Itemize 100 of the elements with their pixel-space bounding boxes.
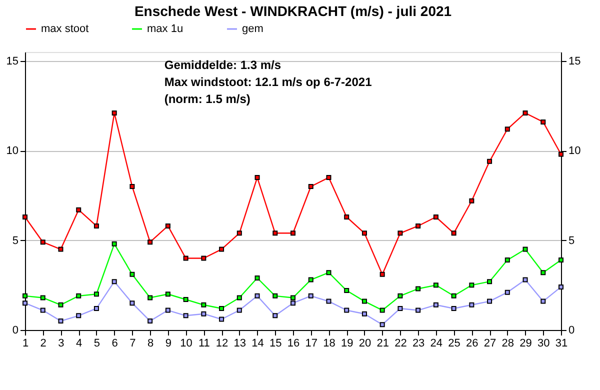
point bbox=[183, 297, 188, 302]
point bbox=[451, 230, 456, 236]
point bbox=[40, 240, 46, 245]
annotation: (norm: 1.5 m/s) bbox=[164, 92, 250, 106]
y2-tick-label: 0 bbox=[568, 324, 575, 336]
y2-tick-label: 15 bbox=[568, 55, 581, 68]
x-tick-label: 14 bbox=[252, 338, 264, 350]
point bbox=[487, 279, 492, 284]
point bbox=[344, 214, 350, 220]
point bbox=[112, 279, 117, 284]
point bbox=[433, 282, 438, 288]
point bbox=[326, 175, 332, 180]
x-tick-label: 26 bbox=[466, 338, 478, 350]
point bbox=[58, 318, 64, 324]
point bbox=[522, 110, 528, 116]
point bbox=[219, 316, 224, 322]
point bbox=[130, 184, 135, 190]
point bbox=[94, 306, 99, 311]
y-tick-label: 5 bbox=[12, 234, 18, 247]
y2-tick-label: 10 bbox=[568, 145, 581, 158]
point bbox=[236, 230, 242, 236]
point bbox=[148, 318, 153, 324]
x-tick-label: 29 bbox=[520, 338, 532, 350]
point bbox=[254, 175, 260, 180]
point bbox=[362, 298, 367, 304]
point bbox=[558, 258, 564, 263]
point bbox=[94, 292, 99, 297]
point bbox=[94, 223, 99, 228]
point bbox=[308, 293, 314, 298]
point bbox=[433, 302, 438, 308]
point bbox=[76, 293, 82, 298]
point bbox=[112, 110, 117, 116]
point bbox=[290, 295, 296, 300]
point bbox=[254, 275, 260, 280]
point bbox=[165, 308, 170, 313]
point bbox=[469, 302, 474, 308]
point bbox=[398, 306, 403, 311]
legend-label: max 1u bbox=[147, 23, 184, 35]
point bbox=[130, 300, 135, 306]
point bbox=[416, 223, 421, 228]
point bbox=[22, 300, 28, 306]
legend-label: gem bbox=[242, 23, 264, 35]
point bbox=[308, 184, 314, 190]
point bbox=[112, 241, 117, 246]
x-tick-label: 18 bbox=[323, 338, 336, 350]
x-tick-label: 22 bbox=[394, 338, 407, 350]
point bbox=[469, 282, 474, 288]
point bbox=[362, 230, 367, 236]
point bbox=[219, 306, 224, 311]
point bbox=[504, 290, 510, 295]
point bbox=[540, 270, 546, 276]
x-tick-label: 12 bbox=[216, 338, 228, 350]
point bbox=[504, 126, 510, 132]
point bbox=[130, 272, 135, 277]
point bbox=[344, 308, 350, 313]
point bbox=[236, 308, 242, 313]
point bbox=[40, 295, 46, 300]
point bbox=[201, 311, 206, 316]
point bbox=[165, 223, 170, 228]
x-tick-label: 7 bbox=[130, 338, 136, 350]
point bbox=[183, 313, 188, 318]
x-tick-label: 24 bbox=[430, 338, 443, 350]
point bbox=[272, 313, 278, 318]
point bbox=[290, 230, 296, 236]
annotation: Max windstoot: 12.1 m/s op 6-7-2021 bbox=[164, 75, 372, 89]
x-tick-label: 25 bbox=[448, 338, 460, 350]
x-tick-label: 3 bbox=[58, 338, 64, 350]
point bbox=[22, 293, 28, 298]
point bbox=[236, 295, 242, 300]
point bbox=[290, 300, 296, 306]
x-tick-label: 10 bbox=[180, 338, 192, 350]
y2-tick-label: 5 bbox=[568, 234, 575, 247]
point bbox=[76, 313, 82, 318]
legend-label: max stoot bbox=[41, 23, 89, 35]
x-tick-label: 4 bbox=[76, 338, 82, 350]
x-tick-label: 8 bbox=[148, 338, 154, 350]
point bbox=[522, 277, 528, 282]
point bbox=[522, 246, 528, 252]
point bbox=[308, 277, 314, 282]
point bbox=[165, 292, 170, 297]
point bbox=[451, 293, 456, 298]
x-tick-label: 21 bbox=[376, 338, 389, 350]
point bbox=[254, 293, 260, 298]
x-tick-label: 1 bbox=[22, 338, 29, 350]
point bbox=[504, 258, 510, 263]
point bbox=[326, 270, 332, 276]
point bbox=[487, 158, 492, 164]
point bbox=[272, 230, 278, 236]
point bbox=[487, 298, 492, 304]
point bbox=[219, 246, 224, 252]
point bbox=[40, 308, 46, 313]
x-tick-label: 28 bbox=[502, 338, 514, 350]
point bbox=[558, 152, 564, 157]
x-tick-label: 9 bbox=[165, 338, 172, 350]
x-tick-label: 5 bbox=[94, 338, 100, 350]
point bbox=[58, 246, 64, 252]
y-tick-label: 10 bbox=[6, 145, 18, 158]
y-tick-label: 15 bbox=[6, 55, 18, 68]
point bbox=[380, 322, 385, 328]
point bbox=[148, 240, 153, 245]
